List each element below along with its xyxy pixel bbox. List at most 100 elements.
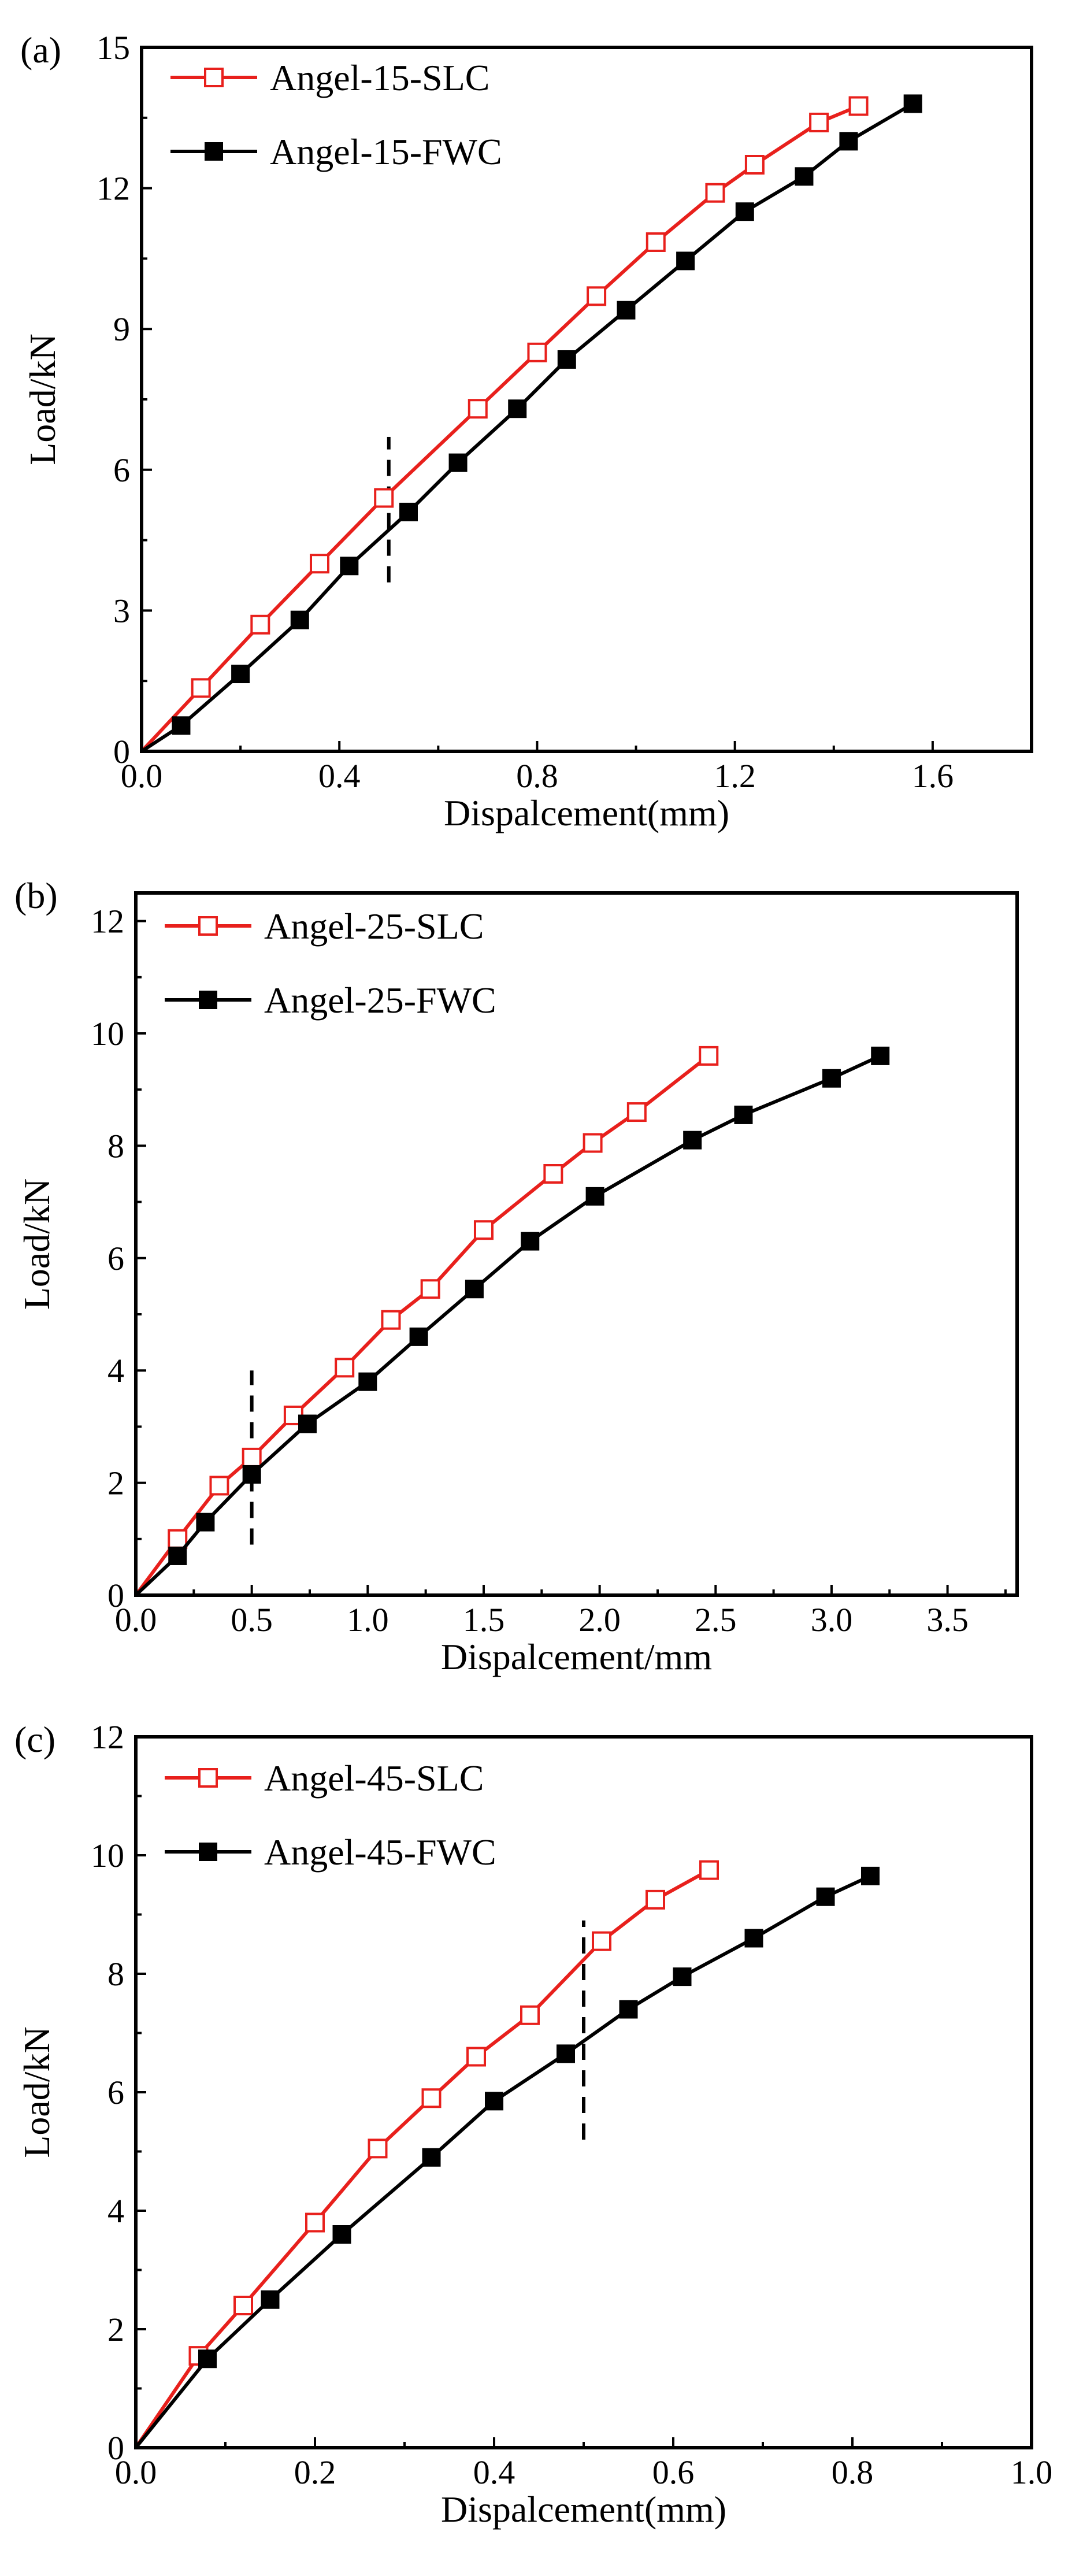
data-point [168, 1546, 187, 1565]
x-tick-label: 0.5 [231, 1601, 273, 1639]
y-tick-label: 2 [107, 2311, 124, 2348]
data-point [520, 2005, 540, 2025]
data-point [358, 1372, 377, 1391]
data-point [242, 1465, 261, 1484]
data-point [196, 1513, 215, 1532]
data-point [839, 132, 858, 151]
data-point [848, 96, 869, 116]
data-point [585, 1187, 604, 1206]
legend: Angel-15-SLC Angel-15-FWC [170, 57, 502, 172]
plot-frame [134, 891, 1019, 1597]
series-slc [140, 96, 869, 753]
data-point [466, 2047, 486, 2067]
x-tick-label: 0.0 [121, 757, 163, 795]
data-point [734, 1105, 753, 1124]
data-point [508, 399, 527, 418]
data-point [305, 2212, 325, 2233]
data-point [527, 342, 547, 362]
data-point [583, 1133, 603, 1153]
data-point [543, 1164, 563, 1184]
data-point [744, 155, 765, 175]
data-point [420, 1279, 440, 1299]
x-tick-label: 0.8 [832, 2453, 874, 2491]
legend-entry: Angel-45-FWC [264, 1832, 496, 1873]
plot-frame [140, 46, 1033, 753]
y-tick-label: 6 [113, 451, 130, 489]
data-point [809, 112, 829, 132]
x-tick-label: 1.0 [347, 1601, 389, 1639]
y-tick-label: 12 [97, 170, 130, 207]
y-tick-label: 10 [91, 1015, 124, 1052]
data-point [209, 1476, 229, 1496]
series-slc [134, 1860, 719, 2449]
x-tick-label: 1.2 [714, 757, 756, 795]
series-slc [134, 1046, 719, 1596]
data-point [422, 2148, 441, 2167]
y-tick-label: 8 [107, 1955, 124, 1993]
x-tick-label: 0.2 [294, 2453, 336, 2491]
data-point [233, 2296, 253, 2315]
y-tick-label: 0 [107, 1577, 124, 1614]
data-point [592, 1931, 611, 1951]
data-point [646, 1889, 665, 1910]
data-point [626, 1102, 647, 1122]
legend: Angel-45-SLC Angel-45-FWC [165, 1758, 496, 1873]
legend-entry: Angel-25-FWC [264, 980, 496, 1021]
y-tick-label: 4 [107, 1352, 124, 1389]
x-tick-label: 0.6 [652, 2453, 695, 2491]
legend-marker [198, 1768, 218, 1788]
x-tick-label: 3.0 [811, 1601, 853, 1639]
panel-label: (b) [14, 875, 58, 916]
data-point [861, 1866, 880, 1885]
y-tick-label: 15 [97, 29, 130, 66]
series-fwc [134, 1866, 880, 2449]
data-point [310, 554, 329, 574]
y-tick-label: 8 [107, 1127, 124, 1165]
y-axis-title: Load/kN [16, 2026, 57, 2158]
x-axis-title: Dispalcement(mm) [441, 2489, 726, 2530]
data-point [448, 453, 468, 472]
y-tick-label: 6 [107, 1240, 124, 1277]
data-point [521, 1232, 540, 1251]
data-point [587, 286, 607, 306]
legend-entry: Angel-25-SLC [264, 906, 484, 947]
data-point [231, 665, 250, 684]
y-tick-label: 3 [113, 592, 130, 629]
data-point [557, 350, 576, 369]
x-tick-label: 1.5 [463, 1601, 505, 1639]
legend-marker [199, 991, 217, 1009]
x-tick-label: 3.5 [926, 1601, 969, 1639]
plot-frame [134, 1735, 1033, 2449]
x-tick-label: 0.4 [473, 2453, 515, 2491]
y-tick-label: 10 [91, 1837, 124, 1874]
y-tick-label: 9 [113, 310, 130, 348]
data-point [298, 1414, 317, 1433]
data-point [683, 1131, 702, 1150]
x-tick-label: 0.8 [516, 757, 558, 795]
x-tick-label: 1.6 [912, 757, 954, 795]
legend: Angel-25-SLC Angel-25-FWC [165, 906, 496, 1021]
data-point [468, 399, 488, 419]
data-point [374, 488, 394, 508]
x-axis-title: Dispalcement/mm [441, 1636, 712, 1677]
x-tick-label: 2.5 [695, 1601, 737, 1639]
data-point [557, 2044, 575, 2063]
data-point [168, 1529, 188, 1549]
data-point [242, 1447, 262, 1467]
y-tick-label: 0 [107, 2429, 124, 2467]
data-point [172, 716, 191, 735]
data-point [795, 167, 814, 186]
data-point [705, 183, 725, 203]
legend-marker [198, 916, 218, 936]
chart-panel-3: (c) 0.0 0.2 0.4 0.6 0.8 1.0 0 2 4 6 8 10 12 Dispalceme… [14, 1718, 1052, 2530]
data-point [368, 2138, 388, 2159]
panel-label: (c) [14, 1719, 55, 1760]
data-point [816, 1887, 835, 1906]
data-point [699, 1860, 719, 1880]
x-tick-label: 0.0 [115, 2453, 157, 2491]
legend-entry: Angel-45-SLC [264, 1758, 484, 1799]
data-point [421, 2088, 442, 2108]
data-point [465, 1280, 484, 1299]
data-point [871, 1046, 890, 1065]
